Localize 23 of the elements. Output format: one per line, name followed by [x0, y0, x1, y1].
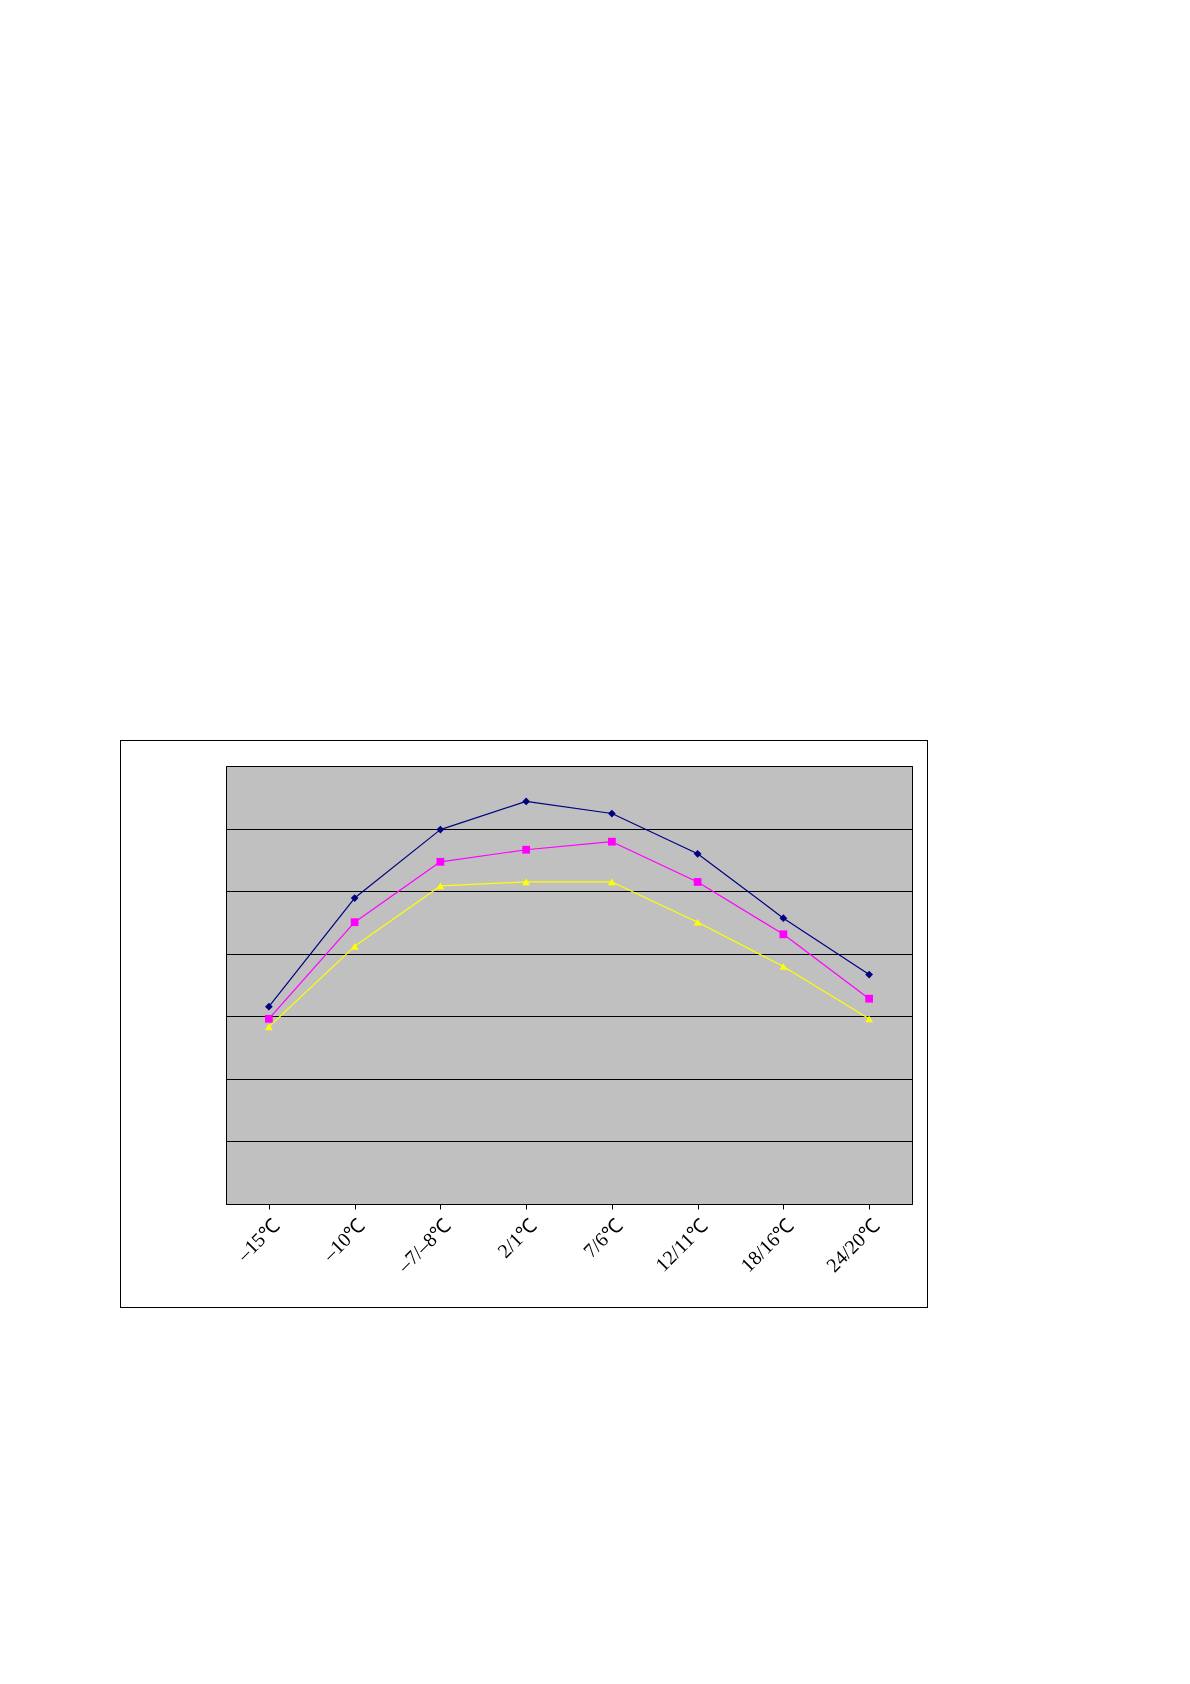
point — [522, 878, 530, 886]
point — [265, 1023, 273, 1031]
point — [522, 845, 530, 854]
point — [779, 963, 788, 970]
point — [350, 918, 359, 927]
point — [693, 849, 702, 858]
point — [522, 797, 530, 806]
point — [608, 809, 616, 818]
point — [865, 970, 873, 979]
point — [436, 857, 445, 866]
point — [265, 1002, 273, 1011]
point — [779, 930, 788, 939]
point — [350, 943, 359, 950]
point — [779, 914, 788, 923]
point — [436, 825, 445, 834]
point — [608, 837, 616, 846]
point — [693, 878, 702, 886]
point — [865, 994, 873, 1003]
point — [693, 918, 702, 926]
point — [350, 894, 359, 902]
point — [265, 1014, 273, 1023]
point — [608, 878, 616, 886]
point — [865, 1015, 873, 1023]
